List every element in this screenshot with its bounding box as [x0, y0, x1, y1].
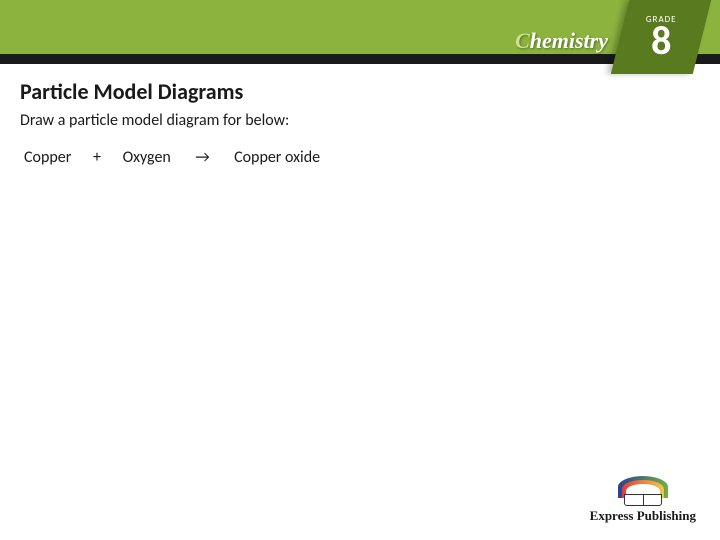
reactant-1: Copper: [24, 148, 71, 167]
reactant-2: Oxygen: [123, 148, 171, 167]
page-title: Particle Model Diagrams: [20, 78, 700, 105]
grade-tab: GRADE 8: [611, 0, 711, 74]
subject-first-letter: C: [515, 28, 530, 53]
plus-symbol: +: [75, 148, 119, 167]
equation-line: Copper + Oxygen → Copper oxide: [20, 148, 700, 167]
header-bar: Chemistry GRADE 8: [0, 0, 720, 64]
arrow-symbol: →: [174, 148, 230, 167]
instruction-text: Draw a particle model diagram for below:: [20, 111, 700, 130]
subject-label: Chemistry: [515, 28, 608, 54]
rainbow-book-icon: [614, 478, 672, 506]
subject-rest: hemistry: [530, 28, 608, 53]
publisher-name: Express Publishing: [590, 508, 696, 524]
publisher-logo: Express Publishing: [590, 478, 696, 524]
grade-number: 8: [651, 16, 671, 65]
content-area: Particle Model Diagrams Draw a particle …: [0, 64, 720, 167]
product: Copper oxide: [234, 148, 320, 167]
